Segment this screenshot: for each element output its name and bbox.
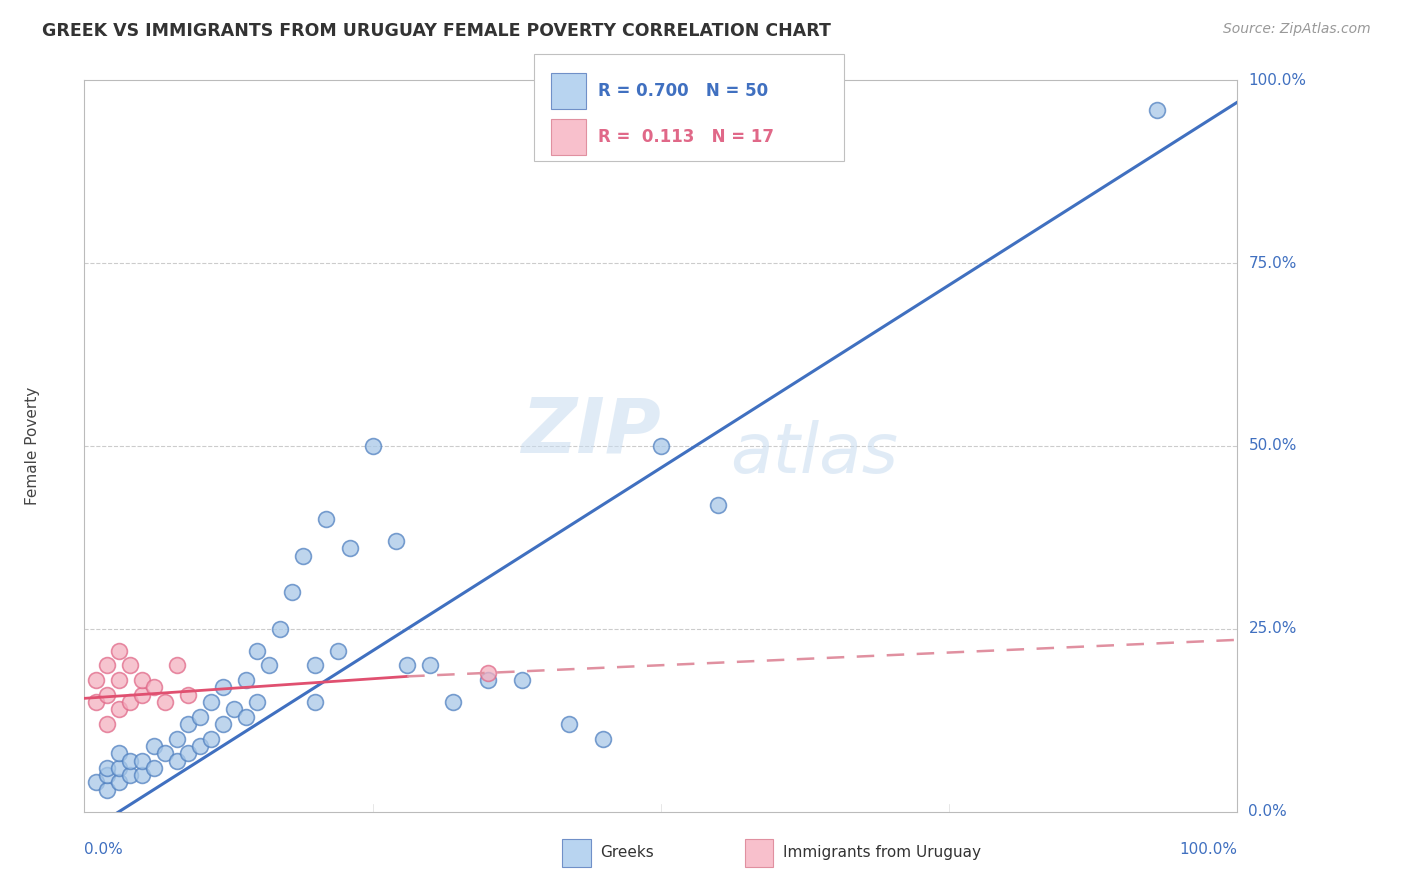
Text: 100.0%: 100.0%	[1180, 842, 1237, 857]
Point	[108, 673, 131, 687]
Point	[84, 673, 107, 687]
Text: Immigrants from Uruguay: Immigrants from Uruguay	[783, 846, 981, 861]
Point	[592, 731, 614, 746]
Point	[96, 717, 118, 731]
Text: 25.0%: 25.0%	[1249, 622, 1296, 636]
Text: 50.0%: 50.0%	[1249, 439, 1296, 453]
Point	[142, 739, 165, 753]
Text: atlas: atlas	[730, 420, 898, 487]
Point	[108, 702, 131, 716]
Point	[292, 549, 315, 563]
Point	[269, 622, 291, 636]
Point	[224, 702, 246, 716]
Point	[96, 782, 118, 797]
Text: Female Poverty: Female Poverty	[25, 387, 39, 505]
Point	[108, 775, 131, 789]
Text: R = 0.700   N = 50: R = 0.700 N = 50	[598, 82, 768, 100]
Point	[441, 695, 464, 709]
Point	[142, 681, 165, 695]
Point	[108, 746, 131, 760]
Text: 0.0%: 0.0%	[84, 842, 124, 857]
Point	[211, 717, 233, 731]
Point	[120, 658, 142, 673]
Point	[166, 658, 188, 673]
Point	[131, 673, 153, 687]
Point	[396, 658, 419, 673]
Point	[557, 717, 579, 731]
Point	[384, 534, 406, 549]
Point	[512, 673, 534, 687]
Text: GREEK VS IMMIGRANTS FROM URUGUAY FEMALE POVERTY CORRELATION CHART: GREEK VS IMMIGRANTS FROM URUGUAY FEMALE …	[42, 22, 831, 40]
Point	[120, 754, 142, 768]
Point	[304, 658, 326, 673]
Text: ZIP: ZIP	[523, 394, 662, 468]
Point	[84, 695, 107, 709]
Point	[707, 498, 730, 512]
Text: Greeks: Greeks	[600, 846, 654, 861]
Point	[477, 665, 499, 680]
Point	[257, 658, 280, 673]
Point	[120, 768, 142, 782]
Point	[1146, 103, 1168, 117]
Point	[477, 673, 499, 687]
Point	[166, 731, 188, 746]
Text: 0.0%: 0.0%	[1249, 805, 1286, 819]
Point	[153, 695, 176, 709]
Point	[108, 644, 131, 658]
Point	[84, 775, 107, 789]
Point	[200, 731, 222, 746]
Text: 100.0%: 100.0%	[1249, 73, 1306, 87]
Text: R =  0.113   N = 17: R = 0.113 N = 17	[598, 128, 773, 146]
Point	[120, 695, 142, 709]
Point	[361, 439, 384, 453]
Point	[131, 688, 153, 702]
Point	[96, 761, 118, 775]
Point	[281, 585, 304, 599]
Point	[419, 658, 441, 673]
Point	[315, 512, 337, 526]
Point	[211, 681, 233, 695]
Point	[96, 658, 118, 673]
Point	[235, 673, 257, 687]
Point	[131, 768, 153, 782]
Point	[177, 717, 200, 731]
Point	[177, 746, 200, 760]
Point	[246, 644, 269, 658]
Point	[108, 761, 131, 775]
Point	[142, 761, 165, 775]
Point	[188, 739, 211, 753]
Point	[188, 709, 211, 723]
Point	[166, 754, 188, 768]
Point	[177, 688, 200, 702]
Point	[650, 439, 672, 453]
Point	[131, 754, 153, 768]
Point	[326, 644, 349, 658]
Point	[246, 695, 269, 709]
Point	[339, 541, 361, 556]
Point	[235, 709, 257, 723]
Point	[200, 695, 222, 709]
Point	[304, 695, 326, 709]
Text: 75.0%: 75.0%	[1249, 256, 1296, 270]
Point	[153, 746, 176, 760]
Point	[96, 768, 118, 782]
Text: Source: ZipAtlas.com: Source: ZipAtlas.com	[1223, 22, 1371, 37]
Point	[96, 688, 118, 702]
